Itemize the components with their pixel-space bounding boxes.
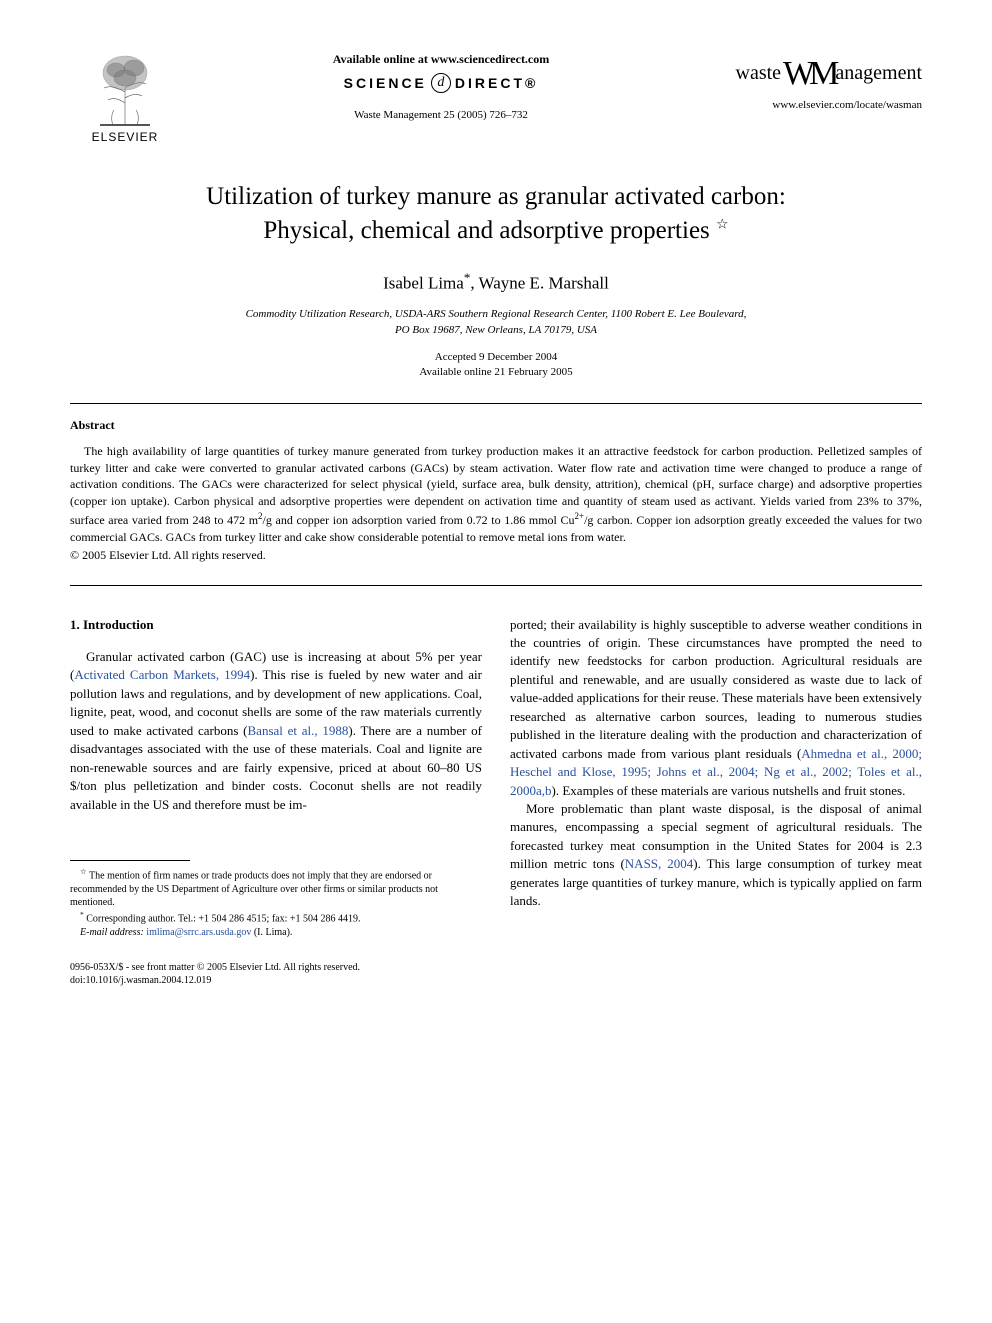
- affiliation: Commodity Utilization Research, USDA-ARS…: [70, 307, 922, 338]
- title-block: Utilization of turkey manure as granular…: [70, 180, 922, 381]
- footnote-corr: * Corresponding author. Tel.: +1 504 286…: [70, 910, 482, 926]
- doi-line: doi:10.1016/j.wasman.2004.12.019: [70, 974, 482, 987]
- ref-bansal-1988[interactable]: Bansal et al., 1988: [248, 723, 349, 738]
- col2-para-1: ported; their availability is highly sus…: [510, 616, 922, 801]
- elsevier-label: ELSEVIER: [92, 130, 159, 144]
- affiliation-line2: PO Box 19687, New Orleans, LA 70179, USA: [395, 324, 597, 336]
- journal-reference: Waste Management 25 (2005) 726–732: [180, 109, 702, 121]
- waste-management-logo: wasteWManagement: [702, 62, 922, 85]
- dates-block: Accepted 9 December 2004 Available onlin…: [70, 350, 922, 381]
- title-line2: Physical, chemical and adsorptive proper…: [263, 217, 709, 244]
- footnotes-block: ☆ The mention of firm names or trade pro…: [70, 867, 482, 939]
- available-date: Available online 21 February 2005: [419, 366, 572, 378]
- fn-corr-text: Corresponding author. Tel.: +1 504 286 4…: [84, 913, 361, 924]
- section-1-heading: 1. Introduction: [70, 616, 482, 634]
- front-matter-line: 0956-053X/$ - see front matter © 2005 El…: [70, 961, 482, 974]
- body-columns: 1. Introduction Granular activated carbo…: [70, 616, 922, 988]
- col1-para-1: Granular activated carbon (GAC) use is i…: [70, 648, 482, 814]
- wm-waste: waste: [736, 62, 782, 84]
- abstract-heading: Abstract: [70, 418, 922, 433]
- footnote-star: ☆ The mention of firm names or trade pro…: [70, 867, 482, 910]
- fn-star-mark: ☆: [80, 867, 87, 876]
- column-right: ported; their availability is highly sus…: [510, 616, 922, 988]
- author-1: Isabel Lima: [383, 273, 464, 292]
- center-header: Available online at www.sciencedirect.co…: [180, 48, 702, 121]
- wm-initials: WM: [783, 64, 833, 84]
- fn-star-text: The mention of firm names or trade produ…: [70, 870, 438, 908]
- sd-left: SCIENCE: [344, 75, 427, 91]
- available-online-text: Available online at www.sciencedirect.co…: [180, 52, 702, 67]
- col2-para-2: More problematic than plant waste dispos…: [510, 800, 922, 911]
- abstract-copyright: © 2005 Elsevier Ltd. All rights reserved…: [70, 548, 922, 563]
- author-sep: ,: [470, 273, 478, 292]
- science-direct-logo: SCIENCE d DIRECT®: [344, 73, 539, 93]
- elsevier-tree-icon: [90, 48, 160, 128]
- wm-mgmt: anagement: [835, 62, 922, 84]
- header-row: ELSEVIER Available online at www.science…: [70, 48, 922, 144]
- bottom-info: 0956-053X/$ - see front matter © 2005 El…: [70, 961, 482, 987]
- title-line1: Utilization of turkey manure as granular…: [206, 183, 786, 210]
- author-2: Wayne E. Marshall: [479, 273, 609, 292]
- paper-title: Utilization of turkey manure as granular…: [70, 180, 922, 248]
- accepted-date: Accepted 9 December 2004: [435, 351, 557, 363]
- affiliation-line1: Commodity Utilization Research, USDA-ARS…: [246, 308, 747, 320]
- abs-text-2: /g and copper ion adsorption varied from…: [263, 513, 575, 527]
- authors-line: Isabel Lima*, Wayne E. Marshall: [70, 270, 922, 294]
- title-star-mark: ☆: [716, 217, 729, 232]
- abstract-body: The high availability of large quantitie…: [70, 443, 922, 546]
- footnote-separator: [70, 860, 190, 861]
- c2p1a: ported; their availability is highly sus…: [510, 617, 922, 761]
- locate-url: www.elsevier.com/locate/wasman: [702, 99, 922, 111]
- sd-right: DIRECT®: [455, 75, 538, 91]
- divider-bottom: [70, 585, 922, 586]
- divider-top: [70, 403, 922, 404]
- publisher-logo-block: ELSEVIER: [70, 48, 180, 144]
- journal-logo-block: wasteWManagement www.elsevier.com/locate…: [702, 48, 922, 111]
- ref-nass-2004[interactable]: NASS, 2004: [625, 856, 694, 871]
- ref-acm-1994[interactable]: Activated Carbon Markets, 1994: [74, 667, 250, 682]
- abstract-section: Abstract The high availability of large …: [70, 418, 922, 563]
- fn-email-suffix: (I. Lima).: [251, 927, 292, 938]
- fn-email-link[interactable]: imlima@srrc.ars.usda.gov: [146, 927, 251, 938]
- sd-at-icon: d: [431, 73, 451, 93]
- column-left: 1. Introduction Granular activated carbo…: [70, 616, 482, 988]
- fn-email-label: E-mail address:: [80, 927, 144, 938]
- c2p1b: ). Examples of these materials are vario…: [552, 783, 906, 798]
- abs-sup-2: 2+: [575, 511, 585, 521]
- page-container: ELSEVIER Available online at www.science…: [0, 0, 992, 1027]
- footnote-email: E-mail address: imlima@srrc.ars.usda.gov…: [70, 926, 482, 940]
